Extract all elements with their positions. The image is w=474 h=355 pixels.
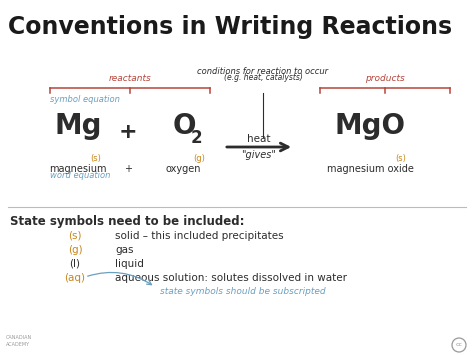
Text: (s): (s) [90,154,101,163]
Text: Mg: Mg [54,112,102,140]
Text: gas: gas [115,245,134,255]
Text: (e.g. heat, catalysts): (e.g. heat, catalysts) [224,73,302,82]
Text: solid – this included precipitates: solid – this included precipitates [115,231,283,241]
Text: magnesium oxide: magnesium oxide [327,164,413,174]
Text: liquid: liquid [115,259,144,269]
Text: (s): (s) [395,154,406,163]
Text: MgO: MgO [335,112,405,140]
Text: heat: heat [247,134,271,144]
Text: (g): (g) [68,245,82,255]
Text: magnesium: magnesium [49,164,107,174]
Text: (g): (g) [193,154,205,163]
Text: oxygen: oxygen [165,164,201,174]
Text: products: products [365,74,405,83]
Text: CANADIAN
ACADEMY: CANADIAN ACADEMY [6,335,32,347]
Text: O: O [173,112,197,140]
Text: aqueous solution: solutes dissolved in water: aqueous solution: solutes dissolved in w… [115,273,347,283]
Text: "gives": "gives" [242,150,276,160]
Text: Conventions in Writing Reactions: Conventions in Writing Reactions [8,15,452,39]
Text: state symbols should be subscripted: state symbols should be subscripted [160,287,326,296]
Text: conditions for reaction to occur: conditions for reaction to occur [198,67,328,76]
Text: symbol equation: symbol equation [50,95,120,104]
Text: 2: 2 [191,129,202,147]
Text: word equation: word equation [50,171,110,180]
Text: State symbols need to be included:: State symbols need to be included: [10,215,245,228]
Text: (l): (l) [70,259,81,269]
Text: +: + [118,122,137,142]
Text: cc: cc [456,343,463,348]
Text: (aq): (aq) [64,273,85,283]
Text: reactants: reactants [109,74,151,83]
Text: (s): (s) [68,231,82,241]
Text: +: + [124,164,132,174]
